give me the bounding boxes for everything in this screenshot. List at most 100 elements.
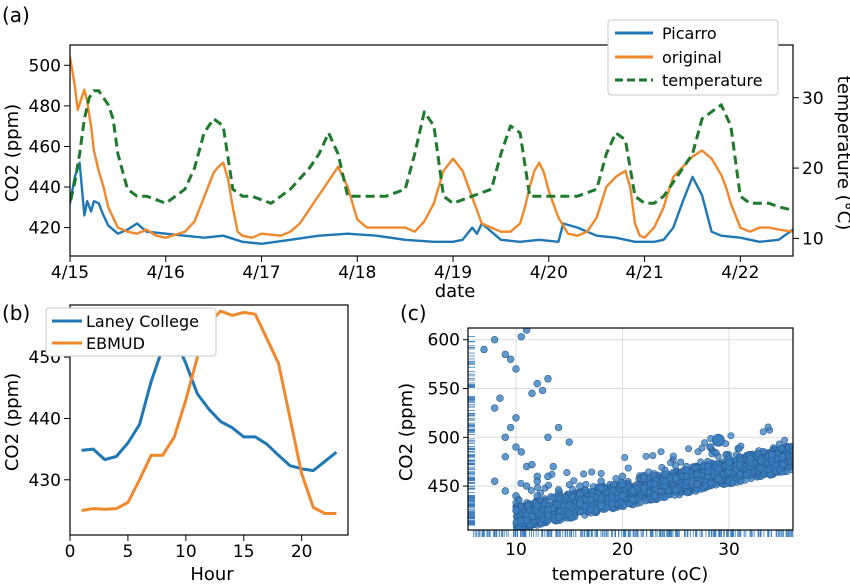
- legend-label-laney-college: Laney College: [86, 312, 199, 331]
- scatter-point: [725, 458, 733, 467]
- y-tick-label: 430: [29, 471, 61, 491]
- x-tick-label: 4/18: [338, 263, 376, 283]
- scatter-point: [586, 505, 595, 514]
- x-tick-label: 4/16: [147, 263, 185, 283]
- scatter-point: [501, 433, 509, 441]
- panel-label-c: (c): [400, 301, 427, 325]
- legend-label-picarro: Picarro: [662, 24, 717, 43]
- scatter-point: [517, 448, 525, 456]
- scatter-point: [570, 477, 578, 485]
- scatter-point: [517, 517, 525, 525]
- scatter-point: [506, 355, 515, 363]
- scatter-point: [693, 470, 701, 479]
- scatter-point: [729, 479, 737, 487]
- x-tick-label: 10: [175, 542, 197, 562]
- legend-label-ebmud: EBMUD: [86, 334, 145, 353]
- scatter-point: [517, 479, 525, 487]
- x-tick-label: 15: [233, 542, 255, 562]
- scatter-point: [618, 492, 627, 500]
- scatter-point: [490, 477, 499, 485]
- scatter-point: [712, 449, 720, 457]
- x-tick-label: 20: [291, 542, 313, 562]
- scatter-point: [554, 486, 563, 494]
- scatter-point: [704, 462, 712, 471]
- scatter-point: [534, 483, 542, 491]
- legend-frame: [45, 307, 217, 357]
- scatter-point: [544, 433, 552, 441]
- scatter-point: [512, 506, 520, 515]
- scatter-point: [714, 474, 723, 482]
- scatter-point: [544, 375, 552, 383]
- scatter-point: [554, 423, 563, 432]
- panel-a-ylabel: CO2 (ppm): [2, 104, 23, 202]
- scatter-point: [538, 386, 547, 395]
- y-tick-label: 440: [29, 178, 61, 198]
- scatter-point: [565, 509, 573, 518]
- scatter-point: [693, 480, 701, 488]
- scatter-point: [501, 487, 509, 495]
- scatter-point: [524, 501, 532, 509]
- scatter-point: [544, 511, 552, 520]
- scatter-point: [576, 499, 584, 508]
- legend-label-temperature: temperature: [662, 71, 763, 90]
- scatter-point: [735, 445, 743, 453]
- scatter-point: [588, 468, 596, 476]
- scatter-point: [682, 466, 691, 475]
- scatter-point: [767, 451, 776, 459]
- scatter-point: [661, 470, 669, 479]
- scatter-point: [657, 448, 665, 456]
- scatter-point: [586, 496, 595, 504]
- y-rug: [468, 336, 475, 526]
- scatter-point: [496, 394, 504, 402]
- scatter-point: [533, 501, 541, 510]
- scatter-point: [533, 492, 541, 500]
- scatter-point: [736, 460, 744, 469]
- x-tick-label: 5: [123, 542, 134, 562]
- y-tick-label: 460: [29, 137, 61, 157]
- x-tick-label: 4/15: [51, 263, 89, 283]
- scatter-point: [778, 453, 787, 461]
- scatter-point: [757, 457, 765, 465]
- scatter-point: [621, 453, 629, 461]
- scatter-point: [610, 481, 618, 489]
- scatter-point: [490, 404, 499, 412]
- panel-a: (a) 420 440 460 480 500 10 20 30 4/15 4/16 4/17 4/1…: [2, 3, 850, 302]
- legend-label-original: original: [662, 48, 722, 67]
- y-tick-label: 440: [29, 409, 61, 429]
- y-tick-label: 600: [428, 331, 460, 351]
- scatter-point: [714, 464, 723, 473]
- scatter-point: [777, 444, 785, 452]
- scatter-point: [597, 494, 605, 502]
- scatter-point: [701, 481, 709, 489]
- y-tick-label: 480: [29, 97, 61, 117]
- scatter-point: [580, 470, 588, 478]
- scatter-point: [522, 516, 531, 524]
- y-right-tick-label: 30: [802, 89, 824, 109]
- x-tick-label: 4/19: [434, 263, 472, 283]
- x-tick-label: 4/20: [530, 263, 568, 283]
- scatter-point: [618, 472, 627, 481]
- scatter-point: [522, 482, 531, 490]
- scatter-point: [743, 471, 751, 479]
- scatter-point: [672, 474, 680, 482]
- panel-c-ylabel: CO2 (ppm): [396, 383, 417, 481]
- scatter-point: [736, 470, 744, 479]
- scatter-point: [629, 487, 637, 495]
- series-line-temperature: [70, 89, 793, 212]
- scatter-point: [512, 443, 520, 451]
- scatter-point: [533, 477, 541, 485]
- scatter-point: [691, 464, 699, 472]
- scatter-point: [609, 487, 617, 495]
- scatter-point: [778, 460, 787, 469]
- scatter-point: [629, 496, 637, 504]
- scatter-point: [764, 423, 772, 431]
- scatter-point: [582, 480, 590, 488]
- scatter-point: [597, 477, 605, 485]
- legend-frame: [607, 19, 779, 96]
- scatter-point: [512, 365, 520, 373]
- x-rug: [472, 530, 794, 537]
- scatter-point: [642, 452, 650, 460]
- scatter-point: [480, 345, 488, 354]
